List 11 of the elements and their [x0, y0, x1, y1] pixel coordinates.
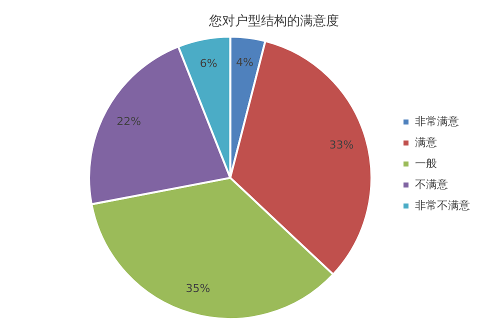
- legend-label: 不满意: [415, 178, 448, 191]
- data-label: 22%: [116, 114, 142, 128]
- data-label: 35%: [186, 282, 210, 295]
- legend-label: 非常满意: [415, 114, 459, 128]
- data-label: 4%: [236, 56, 254, 69]
- legend-label: 非常不满意: [415, 198, 470, 212]
- data-label: 33%: [329, 138, 354, 152]
- data-label: 6%: [200, 56, 218, 70]
- legend-label: 一般: [415, 156, 437, 170]
- chart-title: 您对户型结构的满意度: [208, 13, 339, 30]
- legend-label: 满意: [415, 136, 437, 149]
